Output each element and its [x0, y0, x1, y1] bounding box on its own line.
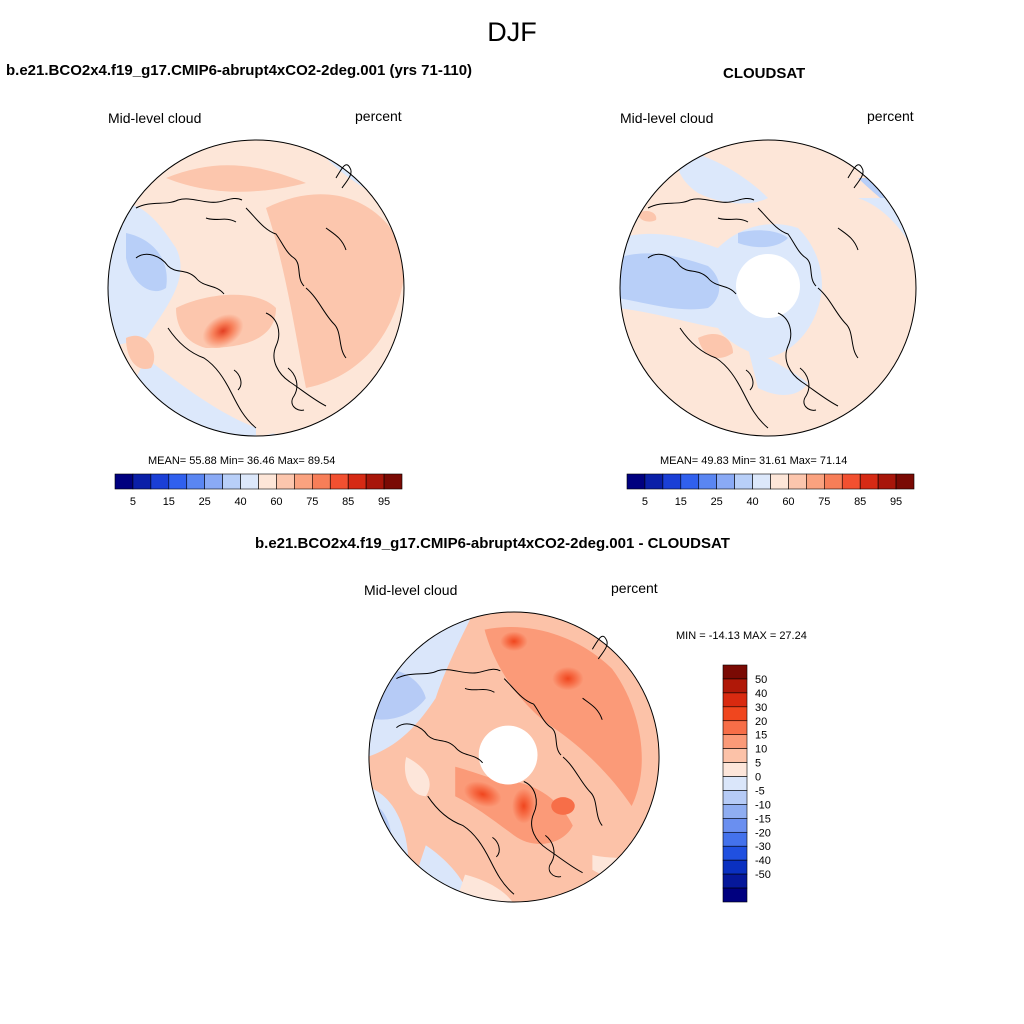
panel-3-colorbar-swatch [722, 734, 748, 749]
panel-3-colorbar-tick-label: 40 [755, 688, 767, 700]
panel-1-colorbar-swatch [365, 473, 385, 490]
panel-1-colorbar-swatch [204, 473, 223, 490]
panel-1-colorbar-tick-label: 60 [270, 496, 282, 508]
panel-2-colorbar-swatch [716, 473, 735, 490]
panel-3-colorbar-swatch [722, 790, 748, 805]
figure-title: DJF [487, 17, 537, 47]
panel-2-polar-map [619, 139, 917, 437]
panel-2-colorbar-tick-label: 85 [854, 496, 866, 508]
panel-2-colorbar-swatch [859, 473, 879, 490]
panel-2-variable-label: Mid-level cloud [620, 110, 714, 126]
panel-3-colorbar-tick-label: 15 [755, 730, 767, 742]
panel-3-units-label: percent [611, 580, 658, 596]
panel-2-colorbar-swatch [734, 473, 753, 490]
panel-1-colorbar-swatch [168, 473, 188, 490]
panel-1-colorbar-swatch [276, 473, 295, 490]
panel-1-colorbar-swatch [383, 473, 403, 490]
panel-1-variable-label: Mid-level cloud [108, 110, 202, 126]
panel-3-colorbar-swatch [722, 873, 748, 889]
panel-2-colorbar-tick-label: 25 [711, 496, 723, 508]
panel-1-title: b.e21.BCO2x4.f19_g17.CMIP6-abrupt4xCO2-2… [6, 62, 473, 79]
panel-1-colorbar-swatch [114, 473, 134, 490]
panel-3-colorbar-swatch [722, 748, 748, 763]
panel-3-colorbar-swatch [722, 776, 748, 791]
panel-2-colorbar-tick-label: 40 [746, 496, 758, 508]
panel-2-colorbar-swatch [788, 473, 807, 490]
panel-2-stats: MEAN= 49.83 Min= 31.61 Max= 71.14 [660, 455, 848, 467]
panel-1-colorbar-tick-label: 25 [199, 496, 211, 508]
panel-1-colorbar-swatch [240, 473, 259, 490]
panel-3-colorbar-tick-label: 20 [755, 716, 767, 728]
panel-3-colorbar-swatch [722, 664, 748, 680]
panel-1-colorbar-tick-label: 15 [163, 496, 175, 508]
panel-3-colorbar-swatch [722, 720, 748, 736]
panel-3-colorbar-swatch [722, 887, 748, 903]
panel-3-colorbar-swatch [722, 804, 748, 819]
panel-2-colorbar-tick-label: 5 [642, 496, 648, 508]
panel-1-colorbar-tick-label: 85 [342, 496, 354, 508]
panel-1-stats: MEAN= 55.88 Min= 36.46 Max= 89.54 [148, 455, 336, 467]
panel-1-colorbar-swatch [222, 473, 241, 490]
panel-3-title: b.e21.BCO2x4.f19_g17.CMIP6-abrupt4xCO2-2… [255, 535, 730, 552]
panel-2-colorbar-swatch [841, 473, 861, 490]
panel-3-colorbar-swatch [722, 831, 748, 847]
panel-3-stats: MIN = -14.13 MAX = 27.24 [676, 630, 807, 642]
panel-1-colorbar-swatch [150, 473, 170, 490]
panel-2-colorbar-swatch [877, 473, 897, 490]
panel-3-colorbar-tick-label: -5 [755, 785, 765, 797]
panel-3-colorbar-tick-label: -20 [755, 827, 771, 839]
panel-1-polar-map [107, 139, 405, 437]
panel-3-colorbar-tick-label: -10 [755, 799, 771, 811]
panel-1-colorbar-swatch [294, 473, 313, 490]
panel-2-units-label: percent [867, 108, 914, 124]
panel-2-colorbar-tick-label: 95 [890, 496, 902, 508]
panel-2-colorbar-swatch [662, 473, 682, 490]
panel-1-colorbar-tick-label: 5 [130, 496, 136, 508]
panel-1-units-label: percent [355, 108, 402, 124]
panel-3-colorbar-swatch [722, 706, 748, 722]
panel-3-colorbar-tick-label: 10 [755, 744, 767, 756]
panel-1-colorbar-swatch [186, 473, 205, 490]
panel-1-colorbar-swatch [312, 473, 331, 490]
panel-1-colorbar-swatch [258, 473, 277, 490]
panel-2-colorbar-tick-label: 75 [818, 496, 830, 508]
panel-1-colorbar: 5 15 25 40 60 75 85 95 [114, 473, 403, 508]
panel-3-colorbar-tick-label: -50 [755, 869, 771, 881]
panel-2-colorbar-swatch [770, 473, 789, 490]
panel-1-colorbar-swatch [347, 473, 367, 490]
panel-3-colorbar-swatch [722, 762, 748, 777]
panel-2-colorbar-tick-label: 15 [675, 496, 687, 508]
panel-2-colorbar-swatch [752, 473, 771, 490]
panel-3-colorbar-tick-label: -30 [755, 841, 771, 853]
panel-2-colorbar-swatch [626, 473, 646, 490]
panel-2-colorbar-swatch [895, 473, 915, 490]
panel-1-colorbar-tick-label: 75 [306, 496, 318, 508]
panel-3-colorbar-swatch [722, 818, 748, 833]
panel-2-title: CLOUDSAT [723, 65, 806, 82]
panel-1-colorbar-swatch [132, 473, 152, 490]
panel-1-colorbar-tick-label: 40 [234, 496, 246, 508]
panel-1-colorbar-swatch [329, 473, 349, 490]
panel-3-colorbar-tick-label: 5 [755, 758, 761, 770]
panel-1-colorbar-tick-label: 95 [378, 496, 390, 508]
panel-3-colorbar-tick-label: -40 [755, 855, 771, 867]
panel-2-colorbar-swatch [824, 473, 843, 490]
panel-3-colorbar-swatch [722, 845, 748, 861]
panel-3-colorbar-swatch [722, 678, 748, 694]
panel-3-colorbar-tick-label: 0 [755, 772, 761, 784]
panel-2-colorbar-swatch [644, 473, 664, 490]
panel-2-colorbar-swatch [806, 473, 825, 490]
panel-3-colorbar-tick-label: -15 [755, 813, 771, 825]
panel-3-colorbar-tick-label: 50 [755, 674, 767, 686]
panel-2-colorbar-swatch [698, 473, 717, 490]
panel-2-colorbar-tick-label: 60 [782, 496, 794, 508]
panel-2-colorbar: 5 15 25 40 60 75 85 95 [626, 473, 915, 508]
panel-3-variable-label: Mid-level cloud [364, 582, 458, 598]
panel-3-colorbar-swatch [722, 859, 748, 875]
panel-2-colorbar-swatch [680, 473, 700, 490]
panel-3-colorbar-tick-label: 30 [755, 702, 767, 714]
panel-3-colorbar-swatch [722, 692, 748, 708]
panel-3-polar-map [368, 611, 660, 903]
